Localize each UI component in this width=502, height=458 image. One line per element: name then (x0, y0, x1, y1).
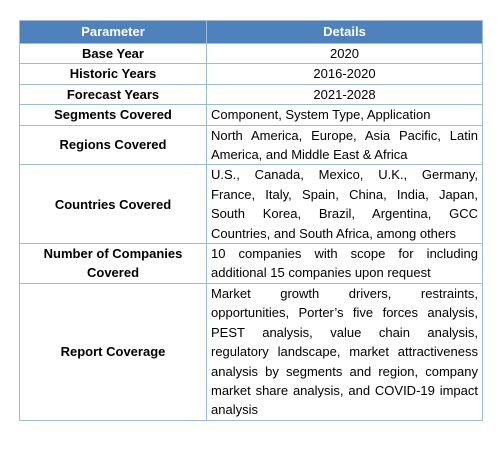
details-cell: 10 companies with scope for including ad… (206, 243, 483, 284)
details-cell: Market growth drivers, restraints, oppor… (206, 282, 483, 421)
parameter-cell: Historic Years (19, 63, 207, 85)
table-header-row: Parameter Details (19, 20, 483, 44)
details-cell: U.S., Canada, Mexico, U.K., Germany, Fra… (206, 164, 483, 245)
parameter-cell: Regions Covered (19, 124, 207, 166)
parameter-cell: Base Year (19, 42, 207, 65)
details-cell: 2020 (206, 42, 483, 65)
table-row-historic-years: Historic Years 2016-2020 (19, 63, 483, 85)
table-row-segments-covered: Segments Covered Component, System Type,… (19, 104, 483, 126)
table-row-regions-covered: Regions Covered North America, Europe, A… (19, 124, 483, 166)
parameter-cell: Forecast Years (19, 83, 207, 106)
parameter-cell: Number of Companies Covered (19, 243, 207, 284)
table-row-countries-covered: Countries Covered U.S., Canada, Mexico, … (19, 164, 483, 245)
parameter-cell: Countries Covered (19, 164, 207, 245)
parameter-cell: Segments Covered (19, 104, 207, 126)
report-scope-table: Parameter Details Base Year 2020 Histori… (19, 20, 483, 421)
details-cell: 2021-2028 (206, 83, 483, 106)
details-cell: 2016-2020 (206, 63, 483, 85)
header-details: Details (206, 20, 483, 44)
details-cell: Component, System Type, Application (206, 104, 483, 126)
table-row-number-of-companies: Number of Companies Covered 10 companies… (19, 243, 483, 284)
parameter-cell: Report Coverage (19, 282, 207, 421)
table-row-base-year: Base Year 2020 (19, 42, 483, 65)
table-row-report-coverage: Report Coverage Market growth drivers, r… (19, 282, 483, 421)
header-parameter: Parameter (19, 20, 207, 44)
table-row-forecast-years: Forecast Years 2021-2028 (19, 83, 483, 106)
details-cell: North America, Europe, Asia Pacific, Lat… (206, 124, 483, 166)
